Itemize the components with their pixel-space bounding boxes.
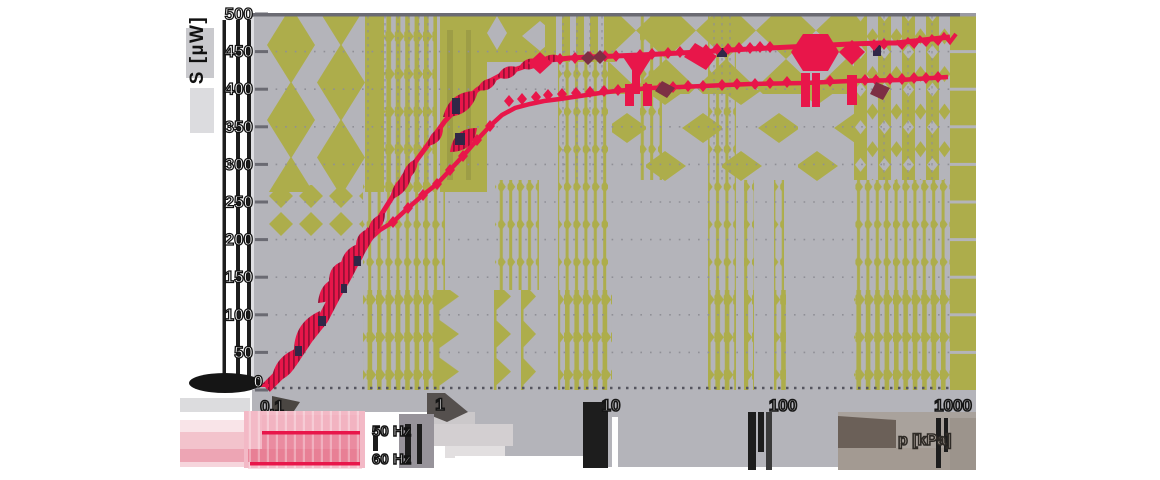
- svg-text:p [kPa]: p [kPa]: [898, 432, 951, 449]
- svg-text:250: 250: [225, 193, 253, 212]
- svg-text:300: 300: [225, 155, 253, 174]
- svg-text:100: 100: [225, 305, 253, 324]
- svg-text:400: 400: [225, 80, 253, 99]
- svg-text:500: 500: [225, 5, 253, 24]
- svg-text:450: 450: [225, 42, 253, 61]
- svg-text:200: 200: [225, 230, 253, 249]
- svg-text:100: 100: [769, 396, 797, 415]
- svg-text:150: 150: [225, 268, 253, 287]
- svg-text:60 Hz: 60 Hz: [372, 451, 411, 468]
- svg-text:S [µW]: S [µW]: [187, 16, 208, 85]
- svg-text:350: 350: [225, 117, 253, 136]
- svg-text:0: 0: [254, 372, 263, 391]
- svg-text:1000: 1000: [934, 396, 972, 415]
- svg-text:50 Hz: 50 Hz: [372, 423, 411, 440]
- svg-text:50: 50: [234, 343, 253, 362]
- svg-text:10: 10: [602, 396, 621, 415]
- svg-text:1: 1: [435, 395, 444, 414]
